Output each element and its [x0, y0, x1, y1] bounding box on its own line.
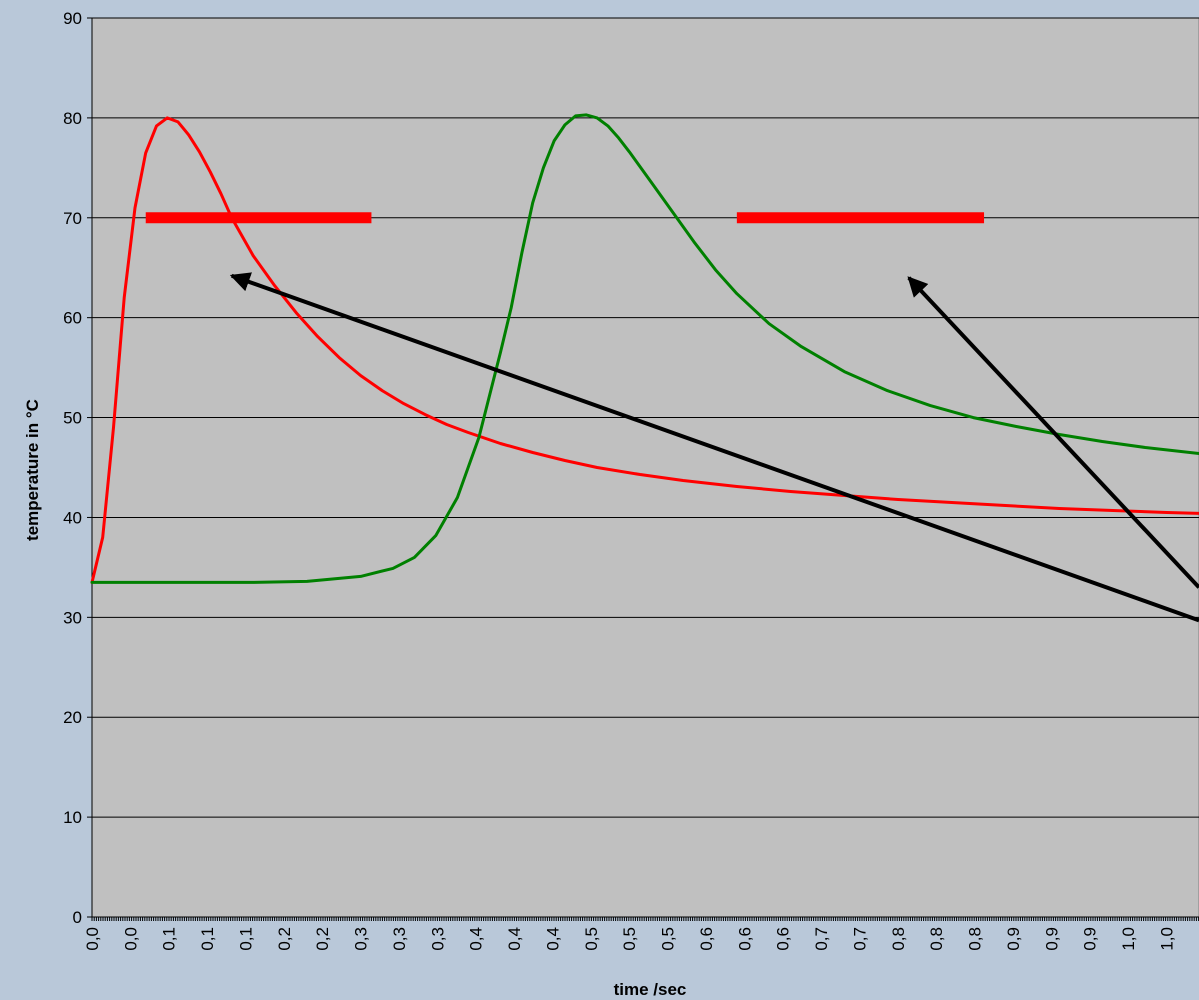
x-tick-label: 0,4 [505, 927, 524, 951]
x-tick-label: 0,6 [697, 927, 716, 951]
x-tick-label: 0,9 [1081, 927, 1100, 951]
x-minor-ticks [91, 917, 1199, 921]
x-tick-label: 0,8 [927, 927, 946, 951]
x-axis: 0,0 0,0 0,1 0,1 0,1 0,2 0,2 0,3 0,3 0,3 0,4 0,4 0,4 0… [83, 916, 1199, 951]
x-tick-label: 0,3 [390, 927, 409, 951]
x-tick-label: 0,1 [236, 927, 255, 951]
y-tick-label: 10 [63, 808, 82, 827]
x-tick-label: 0,9 [1004, 927, 1023, 951]
x-tick-label: 0,2 [275, 927, 294, 951]
x-tick-label: 0,5 [582, 927, 601, 951]
y-tick-label: 30 [63, 608, 82, 627]
y-tick-label: 20 [63, 708, 82, 727]
x-tick-label: 0,0 [83, 927, 102, 951]
x-tick-label: 0,3 [428, 927, 447, 951]
x-tick-label: 0,0 [121, 927, 140, 951]
x-tick-label: 0,2 [313, 927, 332, 951]
x-tick-label: 0,4 [467, 927, 486, 951]
y-tick-label: 90 [63, 9, 82, 28]
x-tick-label: 0,8 [966, 927, 985, 951]
y-axis: 0 10 20 30 40 50 60 70 80 90 [63, 9, 93, 927]
y-tick-label: 50 [63, 409, 82, 428]
x-tick-label: 0,5 [620, 927, 639, 951]
x-tick-label: 1,0 [1157, 927, 1176, 951]
x-tick-label: 1,0 [1119, 927, 1138, 951]
y-tick-label: 60 [63, 309, 82, 328]
x-tick-label: 0,1 [198, 927, 217, 951]
y-tick-label: 80 [63, 109, 82, 128]
x-axis-title: time /sec [614, 980, 687, 999]
annotation-arrow-2 [907, 276, 1199, 589]
y-tick-label: 0 [73, 908, 82, 927]
x-tick-label: 0,3 [352, 927, 371, 951]
x-tick-label: 0,6 [774, 927, 793, 951]
x-tick-label: 0,8 [889, 927, 908, 951]
annotation-arrow-1 [229, 272, 1199, 623]
x-tick-label: 0,5 [659, 927, 678, 951]
x-tick-label: 0,4 [543, 927, 562, 951]
series-lines [90, 113, 1199, 584]
x-tick-label: 0,1 [160, 927, 179, 951]
y-tick-label: 70 [63, 209, 82, 228]
x-tick-label: 0,7 [812, 927, 831, 951]
y-axis-title: temperature in °C [23, 399, 42, 541]
annotations [145, 212, 1199, 623]
series-line-1 [90, 116, 1199, 584]
plot-area [91, 17, 1199, 918]
y-tick-label: 40 [63, 508, 82, 527]
x-tick-label: 0,7 [850, 927, 869, 951]
series-line-2 [90, 113, 1199, 584]
x-tick-label: 0,6 [735, 927, 754, 951]
x-tick-label: 0,9 [1042, 927, 1061, 951]
